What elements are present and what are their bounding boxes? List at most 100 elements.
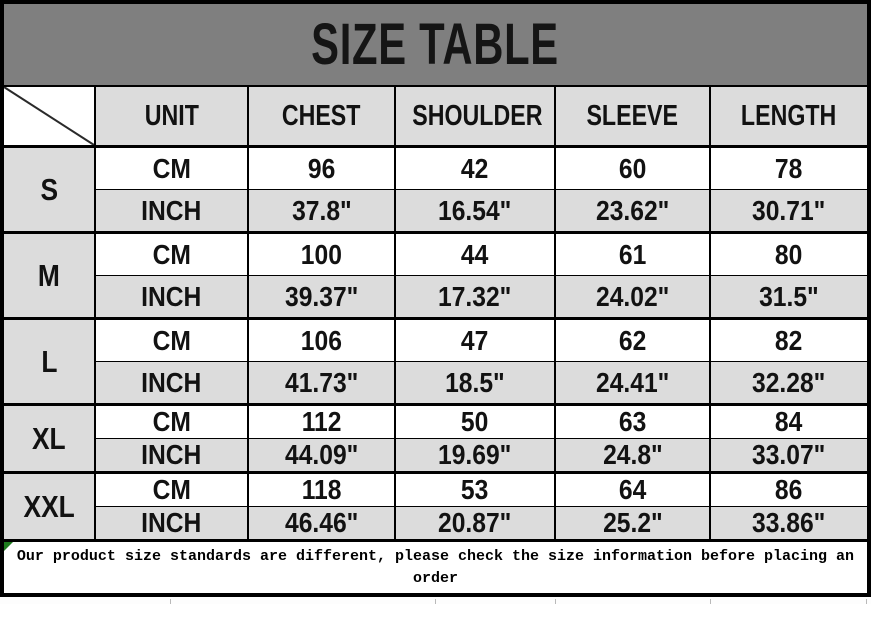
value-text: 80 bbox=[775, 238, 803, 270]
value-text: 17.32" bbox=[438, 280, 512, 312]
column-header-text: UNIT bbox=[144, 99, 199, 132]
value-text: 37.8" bbox=[291, 194, 352, 226]
size-table-title-bar: SIZE TABLE bbox=[4, 4, 867, 87]
value-text: 63 bbox=[618, 406, 647, 438]
cell-comment-marker-icon bbox=[4, 542, 13, 551]
value-cell: 24.8" bbox=[554, 438, 711, 474]
size-row-xl-inch: INCH 44.09" 19.69" 24.8" 33.07" bbox=[4, 438, 867, 474]
value-text: 18.5" bbox=[445, 366, 505, 398]
size-row-s-inch: INCH 37.8" 16.54" 23.62" 30.71" bbox=[4, 189, 867, 234]
unit-label: INCH bbox=[141, 366, 202, 398]
value-text: 46.46" bbox=[284, 507, 359, 538]
value-text: 118 bbox=[301, 474, 342, 506]
value-text: 50 bbox=[461, 406, 489, 438]
size-row-xxl-cm: XXL CM 118 53 64 86 bbox=[4, 471, 867, 539]
note-cell: Our product size standards are different… bbox=[4, 539, 867, 593]
value-cell: 18.5" bbox=[394, 361, 556, 406]
value-text: 112 bbox=[301, 406, 342, 438]
unit-label: CM bbox=[152, 474, 191, 506]
value-cell: 78 bbox=[709, 145, 867, 190]
value-cell: 64 bbox=[554, 471, 711, 507]
value-cell: 80 bbox=[709, 231, 867, 276]
value-text: 41.73" bbox=[284, 366, 359, 398]
value-text: 20.87" bbox=[438, 507, 512, 538]
size-table-title: SIZE TABLE bbox=[311, 12, 560, 77]
value-text: 24.8" bbox=[602, 439, 663, 471]
unit-cell-cm: CM bbox=[94, 403, 249, 439]
value-cell: 118 bbox=[247, 471, 396, 507]
size-table: UNIT CHEST SHOULDER SLEEVE LENGTH S CM 96 4… bbox=[4, 87, 867, 539]
unit-label: CM bbox=[152, 406, 191, 438]
value-text: 39.37" bbox=[284, 280, 359, 312]
size-row-m-inch: INCH 39.37" 17.32" 24.02" 31.5" bbox=[4, 275, 867, 320]
unit-label: INCH bbox=[141, 507, 202, 538]
spreadsheet-grid-remnant bbox=[0, 597, 871, 604]
unit-cell-inch: INCH bbox=[95, 189, 249, 234]
unit-label: CM bbox=[152, 238, 191, 270]
value-text: 96 bbox=[307, 152, 336, 184]
value-text: 64 bbox=[618, 474, 647, 506]
value-text: 62 bbox=[618, 324, 647, 356]
value-text: 16.54" bbox=[438, 194, 512, 226]
note-text: Our product size standards are different… bbox=[16, 547, 855, 587]
unit-label: CM bbox=[152, 152, 191, 184]
value-cell: 19.69" bbox=[394, 438, 556, 474]
size-label-s: S bbox=[4, 145, 96, 233]
size-row-m-cm: M CM 100 44 61 80 bbox=[4, 231, 867, 319]
value-text: 33.07" bbox=[752, 439, 826, 471]
value-cell: 42 bbox=[394, 145, 556, 190]
value-cell: 112 bbox=[247, 403, 396, 439]
value-cell: 24.41" bbox=[554, 361, 711, 406]
grid-tick bbox=[435, 599, 436, 604]
size-chart-figure: SIZE TABLE UNIT CHEST SHOULDER SLEEVE LE… bbox=[0, 0, 871, 597]
column-header-row: UNIT CHEST SHOULDER SLEEVE LENGTH bbox=[4, 87, 867, 148]
value-text: 100 bbox=[300, 238, 343, 270]
value-cell: 84 bbox=[709, 403, 867, 439]
unit-cell-cm: CM bbox=[94, 317, 249, 362]
value-cell: 82 bbox=[709, 317, 867, 362]
value-cell: 17.32" bbox=[394, 275, 556, 320]
value-cell: 62 bbox=[554, 317, 711, 362]
value-cell: 33.07" bbox=[709, 438, 867, 474]
value-text: 31.5" bbox=[759, 280, 819, 312]
value-cell: 50 bbox=[394, 403, 556, 439]
value-cell: 106 bbox=[247, 317, 396, 362]
value-cell: 39.37" bbox=[247, 275, 396, 320]
value-cell: 86 bbox=[709, 471, 867, 507]
column-header-chest: CHEST bbox=[247, 87, 396, 148]
grid-tick bbox=[866, 599, 867, 604]
size-label-xl: XL bbox=[4, 403, 96, 473]
size-label-text: S bbox=[40, 171, 58, 207]
size-row-s-cm: S CM 96 42 60 78 bbox=[4, 145, 867, 233]
value-text: 84 bbox=[775, 406, 803, 438]
value-text: 44.09" bbox=[284, 439, 359, 471]
value-text: 30.71" bbox=[752, 194, 826, 226]
value-text: 61 bbox=[618, 238, 647, 270]
value-text: 24.41" bbox=[595, 366, 670, 398]
value-cell: 20.87" bbox=[394, 506, 556, 539]
value-text: 47 bbox=[461, 324, 489, 356]
value-text: 82 bbox=[775, 324, 803, 356]
value-text: 53 bbox=[461, 474, 489, 506]
value-text: 25.2" bbox=[602, 507, 663, 538]
unit-cell-inch: INCH bbox=[95, 506, 249, 539]
column-header-text: SHOULDER bbox=[412, 99, 543, 132]
value-cell: 46.46" bbox=[247, 506, 396, 539]
size-label-text: XXL bbox=[23, 488, 75, 524]
column-header-length: LENGTH bbox=[709, 87, 867, 148]
grid-tick bbox=[170, 599, 171, 604]
value-cell: 44 bbox=[394, 231, 556, 276]
value-cell: 23.62" bbox=[554, 189, 711, 234]
unit-label: INCH bbox=[141, 280, 202, 312]
value-cell: 16.54" bbox=[394, 189, 556, 234]
unit-label: CM bbox=[152, 324, 191, 356]
value-text: 42 bbox=[461, 152, 489, 184]
value-cell: 32.28" bbox=[709, 361, 867, 406]
value-cell: 31.5" bbox=[709, 275, 867, 320]
value-cell: 96 bbox=[247, 145, 396, 190]
size-row-l-inch: INCH 41.73" 18.5" 24.41" 32.28" bbox=[4, 361, 867, 406]
value-text: 44 bbox=[461, 238, 489, 270]
size-label-l: L bbox=[4, 317, 96, 405]
size-row-l-cm: L CM 106 47 62 82 bbox=[4, 317, 867, 405]
value-cell: 47 bbox=[394, 317, 556, 362]
